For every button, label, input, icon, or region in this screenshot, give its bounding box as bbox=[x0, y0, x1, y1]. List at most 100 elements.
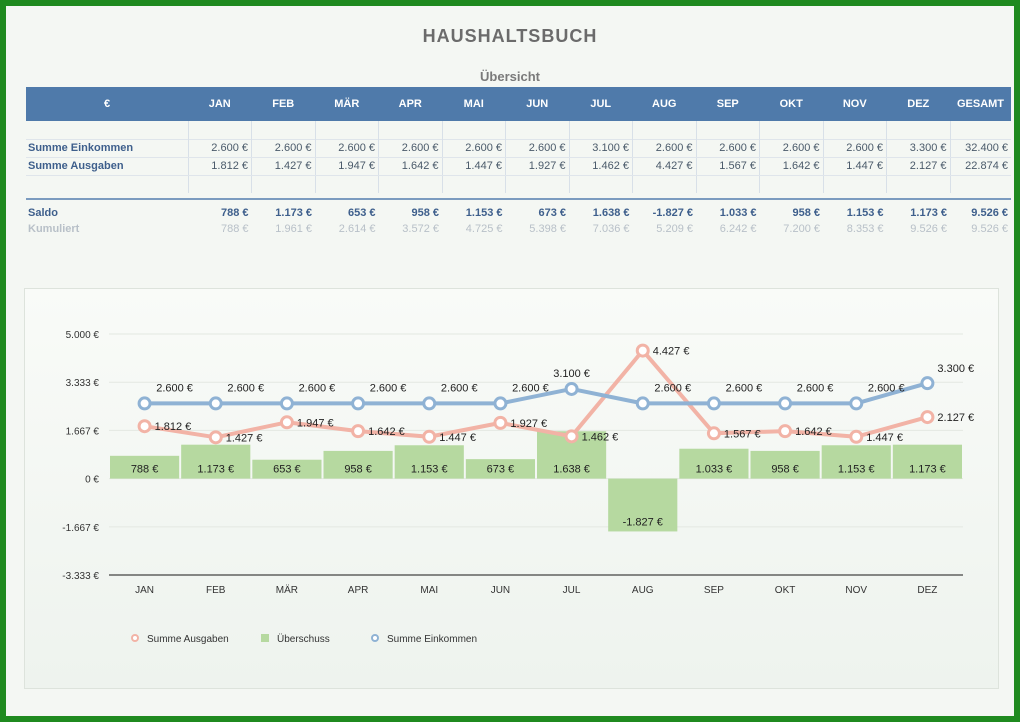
bar-ueberschuss[interactable] bbox=[465, 459, 535, 479]
point-summe-ausgaben[interactable] bbox=[351, 424, 366, 439]
table-cell[interactable]: 3.100 € bbox=[568, 138, 633, 158]
bar-ueberschuss[interactable] bbox=[608, 478, 678, 532]
einkommen-value-label: 2.600 € bbox=[797, 382, 834, 394]
table-cell[interactable]: 673 € bbox=[538, 206, 566, 219]
einkommen-value-label: 3.100 € bbox=[553, 368, 590, 380]
einkommen-value-label: 2.600 € bbox=[512, 382, 549, 394]
table-cell[interactable]: -1.827 € bbox=[652, 206, 693, 219]
table-cell[interactable]: 958 € bbox=[792, 206, 820, 219]
table-cell[interactable]: 1.447 € bbox=[822, 157, 887, 176]
point-summe-einkommen[interactable] bbox=[635, 396, 650, 411]
ausgaben-value-label: 1.567 € bbox=[724, 428, 761, 440]
table-cell[interactable]: 2.600 € bbox=[759, 138, 823, 158]
legend-swatch-ausgaben bbox=[131, 634, 139, 642]
point-summe-einkommen[interactable] bbox=[208, 396, 223, 411]
table-cell[interactable]: 958 € bbox=[411, 206, 439, 219]
table-cell[interactable]: 5.398 € bbox=[529, 223, 566, 235]
bar-value-label: 653 € bbox=[273, 464, 301, 476]
x-tick-label: JUL bbox=[563, 585, 581, 596]
table-cell[interactable]: 1.033 € bbox=[719, 206, 757, 219]
table-cell[interactable]: 1.947 € bbox=[314, 157, 379, 176]
bar-ueberschuss[interactable] bbox=[821, 445, 891, 479]
point-summe-ausgaben[interactable] bbox=[778, 424, 793, 439]
table-cell[interactable]: 1.567 € bbox=[695, 157, 760, 176]
table-cell[interactable]: 2.600 € bbox=[441, 138, 506, 158]
table-cell[interactable]: 1.427 € bbox=[251, 157, 315, 176]
table-cell[interactable]: 788 € bbox=[220, 223, 249, 235]
table-cell[interactable]: 3.572 € bbox=[402, 223, 439, 235]
point-summe-ausgaben[interactable] bbox=[635, 343, 650, 358]
table-cell[interactable]: 2.600 € bbox=[187, 138, 252, 158]
point-summe-einkommen[interactable] bbox=[564, 381, 579, 396]
table-cell[interactable]: 2.600 € bbox=[505, 138, 569, 158]
point-summe-ausgaben[interactable] bbox=[493, 415, 508, 430]
table-cell[interactable]: 653 € bbox=[347, 206, 376, 219]
bar-ueberschuss[interactable] bbox=[750, 450, 820, 479]
table-cell[interactable]: 1.153 € bbox=[465, 206, 503, 219]
table-cell[interactable]: 5.209 € bbox=[656, 223, 693, 235]
table-cell[interactable]: 9.526 € bbox=[971, 223, 1008, 235]
table-cell[interactable]: 2.600 € bbox=[251, 138, 315, 158]
bar-ueberschuss[interactable] bbox=[679, 448, 749, 479]
table-cell[interactable]: 1.927 € bbox=[505, 157, 569, 176]
table-cell[interactable]: 4.427 € bbox=[632, 157, 696, 176]
table-cell[interactable]: 1.642 € bbox=[378, 157, 442, 176]
point-summe-ausgaben[interactable] bbox=[706, 426, 721, 441]
point-summe-einkommen[interactable] bbox=[706, 396, 721, 411]
table-cell[interactable]: 2.614 € bbox=[338, 223, 376, 235]
point-summe-ausgaben[interactable] bbox=[137, 419, 152, 434]
bar-ueberschuss[interactable] bbox=[892, 444, 962, 479]
table-cell[interactable]: 7.200 € bbox=[783, 223, 820, 235]
table-cell[interactable]: 2.600 € bbox=[695, 138, 760, 158]
point-summe-einkommen[interactable] bbox=[493, 396, 508, 411]
point-summe-ausgaben[interactable] bbox=[849, 429, 864, 444]
table-cell[interactable]: 1.153 € bbox=[846, 206, 884, 219]
y-tick-label: -1.667 € bbox=[62, 523, 99, 534]
point-summe-einkommen[interactable] bbox=[422, 396, 437, 411]
bar-ueberschuss[interactable] bbox=[181, 444, 251, 479]
table-cell[interactable]: 8.353 € bbox=[846, 223, 884, 235]
row-label: Summe Ausgaben bbox=[26, 157, 188, 176]
table-cell[interactable]: 9.526 € bbox=[910, 223, 947, 235]
table-cell[interactable]: 1.961 € bbox=[275, 223, 312, 235]
table-cell[interactable]: 32.400 € bbox=[949, 138, 1011, 158]
table-cell[interactable]: 1.173 € bbox=[910, 206, 947, 219]
table-cell[interactable]: 2.127 € bbox=[886, 157, 950, 176]
point-summe-einkommen[interactable] bbox=[279, 396, 294, 411]
table-cell[interactable]: 2.600 € bbox=[378, 138, 442, 158]
table-cell[interactable]: 1.447 € bbox=[441, 157, 506, 176]
point-summe-ausgaben[interactable] bbox=[920, 410, 935, 425]
x-tick-label: DEZ bbox=[917, 585, 937, 596]
table-cell[interactable]: 2.600 € bbox=[314, 138, 379, 158]
point-summe-einkommen[interactable] bbox=[920, 376, 935, 391]
point-summe-ausgaben[interactable] bbox=[422, 429, 437, 444]
bar-ueberschuss[interactable] bbox=[323, 450, 393, 479]
point-summe-einkommen[interactable] bbox=[778, 396, 793, 411]
point-summe-ausgaben[interactable] bbox=[279, 415, 294, 430]
table-cell[interactable]: 9.526 € bbox=[971, 206, 1008, 219]
bar-ueberschuss[interactable] bbox=[252, 459, 322, 479]
table-cell[interactable]: 2.600 € bbox=[822, 138, 887, 158]
table-cell[interactable]: 3.300 € bbox=[886, 138, 950, 158]
bar-ueberschuss[interactable] bbox=[394, 445, 464, 479]
table-cell[interactable]: 22.874 € bbox=[949, 157, 1011, 176]
point-summe-einkommen[interactable] bbox=[351, 396, 366, 411]
point-summe-einkommen[interactable] bbox=[849, 396, 864, 411]
table-cell[interactable]: 4.725 € bbox=[465, 223, 503, 235]
table-spacer-row bbox=[26, 175, 1011, 193]
table-cell[interactable]: 1.812 € bbox=[187, 157, 252, 176]
table-cell[interactable]: 1.642 € bbox=[759, 157, 823, 176]
point-summe-ausgaben[interactable] bbox=[208, 430, 223, 445]
table-cell[interactable]: 2.600 € bbox=[632, 138, 696, 158]
table-cell[interactable]: 788 € bbox=[220, 206, 249, 219]
table-cell[interactable]: 7.036 € bbox=[592, 223, 630, 235]
table-cell[interactable]: 1.462 € bbox=[568, 157, 633, 176]
ausgaben-value-label: 4.427 € bbox=[653, 346, 690, 358]
point-summe-einkommen[interactable] bbox=[137, 396, 152, 411]
table-cell[interactable]: 1.173 € bbox=[275, 206, 312, 219]
table-cell[interactable]: 6.242 € bbox=[719, 223, 757, 235]
point-summe-ausgaben[interactable] bbox=[564, 429, 579, 444]
table-cell[interactable]: 1.638 € bbox=[592, 206, 630, 219]
bar-ueberschuss[interactable] bbox=[110, 455, 180, 479]
table-row-kumuliert: Kumuliert 788 € 1.961 € 2.614 € 3.572 € 4.725… bbox=[26, 221, 1011, 237]
